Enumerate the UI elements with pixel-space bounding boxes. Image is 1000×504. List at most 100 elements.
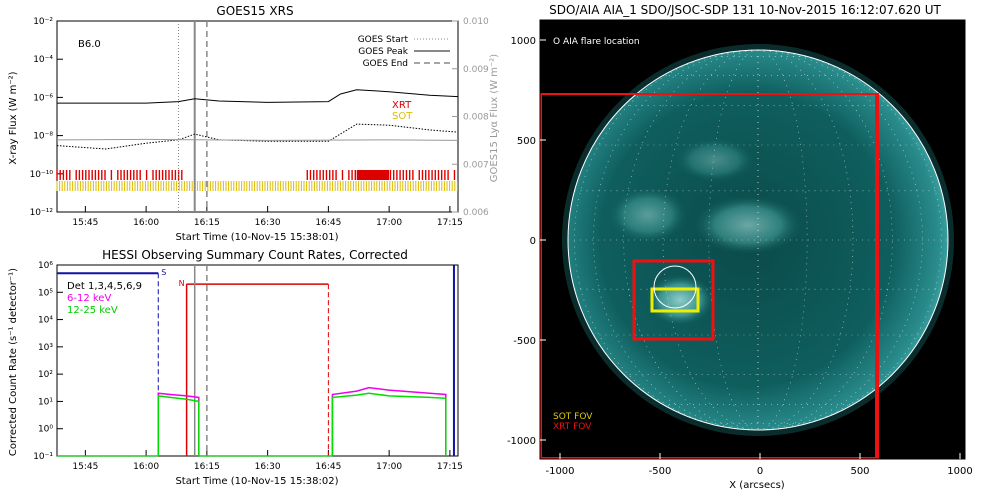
aia-ytick-label: 500 (517, 136, 536, 147)
hessi-legend-12-25: 12-25 keV (67, 305, 118, 316)
hessi-ytick-label: 10⁰ (38, 425, 53, 435)
aia-flare-label: O AIA flare location (553, 37, 640, 47)
aia-xtick-label: 500 (850, 466, 869, 477)
goes-xrs-panel: GOES15 XRS B6.0 X-ray Flux (W m⁻²) GOES1… (8, 4, 500, 243)
goes-ytick-label: 10⁻⁴ (33, 55, 53, 65)
hessi-title: HESSI Observing Summary Count Rates, Cor… (102, 248, 408, 262)
goes-xtick-label: 16:15 (194, 218, 220, 228)
goes-class-label: B6.0 (78, 39, 101, 50)
goes-title: GOES15 XRS (216, 4, 293, 18)
goes-ylabel-left: X-ray Flux (W m⁻²) (8, 71, 19, 164)
goes-ytick-label: 10⁻⁶ (33, 93, 53, 103)
aia-image-panel: SDO/AIA AIA_1 SDO/JSOC-SDP 131 10-Nov-20… (507, 3, 973, 491)
aia-xtick-label: -500 (649, 466, 672, 477)
coronal-loops-center (693, 195, 803, 255)
goes-ytick-label: 10⁻¹⁰ (30, 170, 54, 180)
aia-ytick-label: 1000 (511, 36, 536, 47)
goes-xtick-label: 16:45 (315, 218, 341, 228)
goes-xtick-label: 15:45 (72, 218, 98, 228)
goes-series-line-0 (57, 89, 459, 104)
hessi-xtick-label: 17:15 (437, 462, 463, 472)
active-region-flare (646, 274, 714, 326)
goes-ytick-label: 10⁻¹² (30, 208, 54, 218)
hessi-ytick-label: 10³ (38, 343, 53, 353)
goes-series-line-2 (56, 138, 459, 141)
sot-fov-box (650, 287, 700, 313)
aia-ytick-label: -1000 (507, 436, 536, 447)
goes-plot-frame (56, 20, 459, 213)
hessi-xtick-label: 17:00 (376, 462, 402, 472)
goes-sot-label: SOT (392, 111, 413, 122)
hessi-x-ticks: 15:45 16:00 16:15 16:30 16:45 17:00 17:15 (72, 450, 463, 472)
goes-xtick-label: 16:00 (133, 218, 159, 228)
goes-right-ticks: 0.010 0.009 0.008 0.007 0.006 (452, 17, 489, 218)
hessi-ytick-label: 10¹ (38, 397, 53, 407)
hessi-series-0-b (331, 386, 447, 456)
goes-y2tick-label: 0.010 (463, 17, 489, 27)
hessi-ytick-label: 10² (38, 370, 53, 380)
xrt-fov-small (632, 259, 715, 341)
goes-xlabel: Start Time (10-Nov-15 15:38:01) (175, 232, 338, 243)
hessi-xtick-label: 15:45 (72, 462, 98, 472)
goes-y2tick-label: 0.006 (463, 208, 489, 218)
aia-title: SDO/AIA AIA_1 SDO/JSOC-SDP 131 10-Nov-20… (549, 3, 941, 17)
hessi-y-ticks: 10⁶ 10⁵ 10⁴ 10³ 10² 10¹ 10⁰ 10⁻¹ (33, 261, 63, 462)
hessi-ytick-label: 10⁵ (38, 288, 53, 298)
aia-axis-ticks: -1000 -500 0 500 1000 1000 500 0 -500 -1000 (507, 36, 973, 477)
goes-legend-label: GOES Start (358, 35, 409, 45)
goes-series-line-1 (56, 123, 459, 150)
hessi-series (57, 386, 447, 457)
goes-marker-lines (178, 21, 208, 212)
hessi-panel: HESSI Observing Summary Count Rates, Cor… (8, 248, 463, 487)
hessi-ytick-label: 10⁴ (38, 316, 53, 326)
hessi-plot-frame (56, 264, 459, 457)
goes-series (56, 89, 459, 150)
goes-xtick-label: 17:00 (376, 218, 402, 228)
goes-legend-label: GOES End (363, 59, 408, 69)
goes-legend: GOES Start GOES Peak GOES End (358, 35, 450, 69)
hessi-xlabel: Start Time (10-Nov-15 15:38:02) (175, 476, 338, 487)
longitude-line (708, 49, 759, 431)
goes-ytick-label: 10⁻⁸ (33, 132, 53, 142)
hessi-ytick-label: 10⁶ (38, 261, 53, 271)
aia-sot-fov-label: SOT FOV (553, 412, 593, 422)
hessi-ylabel: Corrected Count Rate (s⁻¹ detector⁻¹) (8, 268, 19, 456)
hessi-series-1-a (157, 395, 200, 456)
aia-xrt-fov-label: XRT FOV (553, 422, 592, 432)
hessi-ytick-label: 10⁻¹ (33, 452, 53, 462)
aia-xtick-label: -1000 (545, 466, 574, 477)
hessi-flags: SN (57, 265, 455, 456)
aia-ytick-label: 0 (530, 236, 536, 247)
goes-ylabel-right: GOES15 Lyα Flux (W m⁻²) (489, 54, 500, 182)
saa-flag-label: S (161, 268, 166, 277)
night-flag-label: N (179, 279, 185, 288)
hessi-xtick-label: 16:15 (194, 462, 220, 472)
aia-xtick-label: 0 (757, 466, 763, 477)
solar-limb (567, 49, 949, 431)
hessi-xtick-label: 16:45 (315, 462, 341, 472)
xrt-coverage-dense (356, 170, 390, 180)
hessi-xtick-label: 16:30 (255, 462, 281, 472)
goes-y2tick-label: 0.007 (463, 160, 489, 170)
heliographic-grid (568, 49, 948, 431)
aia-xtick-label: 1000 (947, 466, 972, 477)
goes-xtick-label: 17:15 (437, 218, 463, 228)
goes-y2tick-label: 0.008 (463, 113, 489, 123)
aia-ytick-label: -500 (513, 336, 536, 347)
longitude-line (757, 49, 808, 431)
goes-coverage-bars (56, 170, 458, 191)
aia-flare-circle (653, 265, 697, 309)
goes-y2tick-label: 0.009 (463, 65, 489, 75)
hessi-legend-det: Det 1,3,4,5,6,9 (67, 281, 142, 292)
goes-ytick-label: 10⁻² (33, 17, 53, 27)
goes-xrt-label: XRT (392, 100, 412, 111)
goes-xtick-label: 16:30 (255, 218, 281, 228)
hessi-legend-6-12: 6-12 keV (67, 293, 111, 304)
aia-xlabel: X (arcsecs) (729, 480, 785, 491)
hessi-xtick-label: 16:00 (133, 462, 159, 472)
hessi-series-1-b (331, 392, 447, 456)
coronal-loops-north (675, 138, 755, 182)
goes-legend-label: GOES Peak (358, 47, 408, 57)
